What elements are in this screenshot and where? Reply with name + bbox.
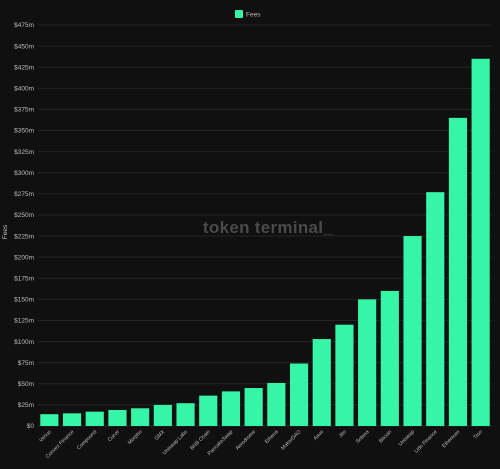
x-tick-label: Jito (338, 429, 348, 439)
y-tick-label: $450m (14, 43, 34, 50)
y-tick-label: $0 (27, 423, 35, 430)
x-tick-label: Ethereum (441, 429, 461, 449)
y-tick-label: $475m (14, 22, 34, 29)
bar[interactable] (131, 408, 150, 426)
y-tick-label: $400m (14, 86, 34, 93)
x-tick-label: BNB Chain (189, 429, 211, 451)
y-tick-label: $50m (18, 381, 34, 388)
bar[interactable] (289, 363, 309, 426)
y-tick-label: $125m (14, 318, 34, 325)
x-tick-label: Morpho (127, 429, 144, 446)
legend-swatch-fees (235, 10, 243, 18)
y-tick-label: $25m (18, 402, 34, 409)
bar[interactable] (403, 236, 422, 426)
y-tick-label: $250m (14, 212, 34, 219)
bar[interactable] (358, 299, 377, 426)
x-tick-label: Aave (313, 429, 326, 442)
x-tick-label: Aerodrome (235, 429, 257, 451)
y-tick-label: $350m (14, 128, 34, 135)
bar[interactable] (312, 339, 331, 426)
bar[interactable] (40, 414, 59, 426)
y-tick-label: $225m (14, 233, 34, 240)
legend[interactable]: Fees (235, 10, 261, 19)
watermark-logo: token terminal_ (203, 218, 333, 237)
gridlines (38, 24, 492, 427)
x-tick-label: Tron (472, 429, 484, 441)
bar[interactable] (176, 403, 195, 426)
x-tick-label: Bitcoin (378, 429, 393, 444)
bar[interactable] (62, 413, 82, 426)
y-tick-label: $200m (14, 254, 34, 261)
x-tick-label: Compound (76, 429, 98, 451)
legend-label-fees: Fees (246, 12, 261, 19)
bar[interactable] (153, 404, 172, 426)
y-tick-label: $425m (14, 64, 34, 71)
bar[interactable] (426, 192, 445, 426)
x-tick-label: Lido Finance (413, 429, 438, 454)
x-tick-label: Venus (38, 429, 53, 444)
y-tick-label: $275m (14, 191, 34, 198)
x-tick-label: Uniswap (398, 429, 416, 447)
bar[interactable] (448, 117, 468, 426)
y-tick-label: $375m (14, 107, 34, 114)
y-tick-label: $325m (14, 149, 34, 156)
x-tick-label: MakerDAO (280, 429, 302, 451)
y-tick-label: $150m (14, 297, 34, 304)
x-tick-label: Solana (355, 429, 371, 445)
bar[interactable] (108, 409, 127, 426)
bar[interactable] (380, 290, 399, 426)
x-tick-label: Curve (107, 429, 121, 443)
y-tick-label: $300m (14, 170, 34, 177)
x-tick-label: GMX (154, 429, 167, 442)
bar[interactable] (199, 395, 218, 426)
y-tick-label: $175m (14, 275, 34, 282)
bar[interactable] (85, 411, 104, 426)
bar[interactable] (335, 324, 354, 426)
y-tick-label: $100m (14, 339, 34, 346)
x-tick-label: Ethena (264, 429, 280, 445)
y-axis-title: Fees (2, 224, 9, 239)
y-axis-ticks: $0 $25m $50m $75m $100m $125m $150m $175m $200m $… (14, 22, 34, 430)
bar[interactable] (221, 391, 241, 426)
bar[interactable] (471, 58, 490, 426)
bars (40, 58, 490, 426)
bar[interactable] (244, 388, 263, 426)
y-tick-label: $75m (18, 360, 34, 367)
bar[interactable] (267, 382, 286, 426)
